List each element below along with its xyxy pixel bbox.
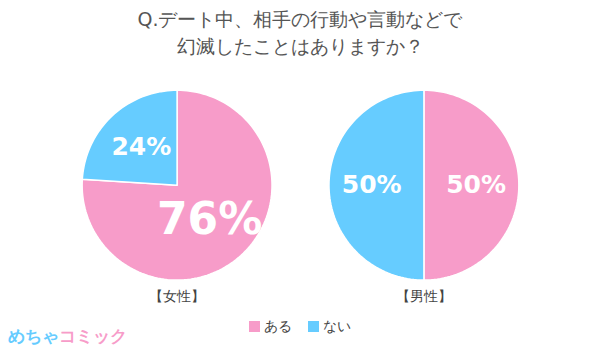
svg-text:50%: 50% bbox=[342, 170, 402, 199]
html-text:Q.デート中、相手の行動や言動などで 幻滅したことはあります: Q.デート中、相手の行動や言動などで 幻滅したことはありますか？ bbox=[137, 8, 463, 57]
svg-text:50%: 50% bbox=[446, 170, 506, 199]
svg-text:24%: 24% bbox=[111, 132, 171, 161]
html-text:ある: ある bbox=[264, 318, 292, 334]
html-text:ない: ない bbox=[323, 318, 351, 334]
html-text:めちゃコミック: めちゃコミック bbox=[8, 326, 127, 346]
svg-text:【男性】: 【男性】 bbox=[396, 288, 452, 304]
svg-text:【女性】: 【女性】 bbox=[149, 288, 205, 304]
svg-text:76%: 76% bbox=[157, 193, 262, 244]
